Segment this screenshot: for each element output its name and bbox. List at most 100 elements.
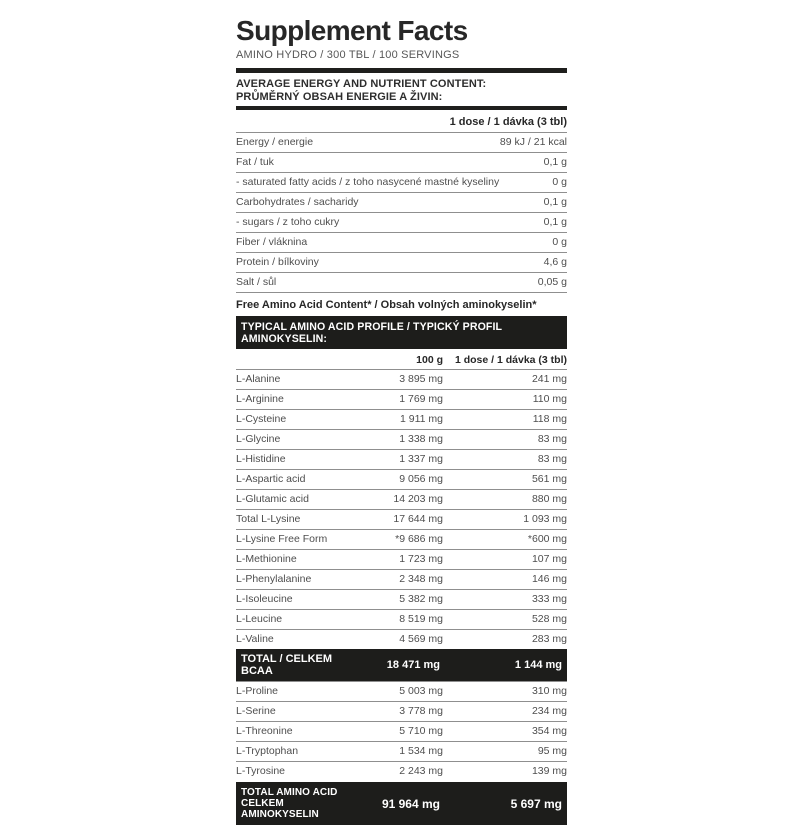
amino-name: L-Tryptophan (236, 745, 299, 758)
amino-per-dose: 241 mg (531, 373, 567, 386)
amino-per100g: 2 243 mg (399, 765, 443, 778)
amino-row: L-Isoleucine 5 382 mg 333 mg (236, 589, 567, 609)
amino-per-dose: 333 mg (531, 593, 567, 606)
amino-name: L-Threonine (236, 725, 293, 738)
amino-name: L-Valine (236, 633, 274, 646)
amino-per100g: 1 338 mg (399, 433, 443, 446)
amino-per100g: 4 569 mg (399, 633, 443, 646)
amino-per-dose: 561 mg (531, 473, 567, 486)
amino-per-dose: 95 mg (537, 745, 567, 758)
amino-name: L-Phenylalanine (236, 573, 312, 586)
amino-row: L-Glycine 1 338 mg 83 mg (236, 429, 567, 449)
amino-per100g: 5 003 mg (399, 685, 443, 698)
nutrient-value: 89 kJ / 21 kcal (499, 136, 567, 149)
amino-name-column-header (236, 354, 365, 366)
nutrient-table: Energy / energie 89 kJ / 21 kcal Fat / t… (236, 132, 567, 294)
amino-per-dose: 139 mg (531, 765, 567, 778)
nutrient-label: - saturated fatty acids / z toho nasycen… (236, 176, 500, 189)
section-header: AVERAGE ENERGY AND NUTRIENT CONTENT: PRŮ… (236, 78, 567, 103)
nutrient-label: Fiber / vláknina (236, 236, 308, 249)
amino-row: L-Phenylalanine 2 348 mg 146 mg (236, 569, 567, 589)
total-amino-per100g: 91 964 mg (381, 796, 440, 811)
amino-name: L-Tyrosine (236, 765, 286, 778)
nutrient-value: 0,05 g (537, 276, 567, 289)
amino-per100g: 9 056 mg (399, 473, 443, 486)
divider-thick-top (236, 68, 567, 74)
amino-row: L-Histidine 1 337 mg 83 mg (236, 449, 567, 469)
nutrient-label: Energy / energie (236, 136, 314, 149)
total-amino-per-dose: 5 697 mg (510, 796, 562, 811)
total-bcaa-bar: TOTAL / CELKEM BCAA 18 471 mg 1 144 mg (236, 649, 567, 682)
amino-per100g: 1 769 mg (399, 393, 443, 406)
amino-per-dose: *600 mg (527, 533, 567, 546)
amino-row: L-Aspartic acid 9 056 mg 561 mg (236, 469, 567, 489)
per100g-column-header: 100 g (416, 354, 443, 367)
nutrient-row: Protein / bílkoviny 4,6 g (236, 252, 567, 272)
dose-column-header: 1 dose / 1 dávka (3 tbl) (449, 116, 567, 129)
amino-per100g: 1 534 mg (399, 745, 443, 758)
amino-row: L-Serine 3 778 mg 234 mg (236, 701, 567, 721)
amino-row: L-Alanine 3 895 mg 241 mg (236, 369, 567, 389)
total-amino-label-en: TOTAL AMINO ACID (241, 787, 338, 799)
amino-per-dose: 107 mg (531, 553, 567, 566)
nutrient-row: Carbohydrates / sacharidy 0,1 g (236, 192, 567, 212)
nutrient-label: - sugars / z toho cukry (236, 216, 340, 229)
amino-row: L-Tryptophan 1 534 mg 95 mg (236, 741, 567, 761)
total-bcaa-per100g: 18 471 mg (386, 659, 440, 672)
amino-per100g: 5 710 mg (399, 725, 443, 738)
amino-name: L-Cysteine (236, 413, 287, 426)
amino-per100g: 5 382 mg (399, 593, 443, 606)
nutrient-value: 4,6 g (543, 256, 567, 269)
amino-row: L-Leucine 8 519 mg 528 mg (236, 609, 567, 629)
total-bcaa-label: TOTAL / CELKEM BCAA (241, 653, 333, 678)
amino-row: L-Tyrosine 2 243 mg 139 mg (236, 761, 567, 781)
amino-per100g: 3 895 mg (399, 373, 443, 386)
amino-acid-table: L-Alanine 3 895 mg 241 mg L-Arginine 1 7… (236, 369, 567, 649)
amino-row: L-Lysine Free Form *9 686 mg *600 mg (236, 529, 567, 549)
amino-row: L-Glutamic acid 14 203 mg 880 mg (236, 489, 567, 509)
nutrient-value: 0,1 g (543, 216, 567, 229)
amino-per100g: 14 203 mg (393, 493, 443, 506)
nutrient-label: Fat / tuk (236, 156, 274, 169)
amino-name: L-Isoleucine (236, 593, 293, 606)
amino-column-headers: 100 g 1 dose / 1 dávka (3 tbl) (236, 349, 567, 369)
amino-name: L-Alanine (236, 373, 281, 386)
nutrient-label: Protein / bílkoviny (236, 256, 319, 269)
amino-acid-table-2: L-Proline 5 003 mg 310 mg L-Serine 3 778… (236, 681, 567, 781)
amino-per-dose: 234 mg (531, 705, 567, 718)
total-amino-label-cz: CELKEM AMINOKYSELIN (241, 798, 319, 821)
amino-name: L-Histidine (236, 453, 286, 466)
amino-per-dose: 146 mg (531, 573, 567, 586)
divider-thick-mid (236, 106, 567, 111)
amino-per-dose: 283 mg (531, 633, 567, 646)
amino-per-dose: 880 mg (531, 493, 567, 506)
nutrient-row: Salt / sůl 0,05 g (236, 272, 567, 292)
amino-per-dose: 83 mg (537, 453, 567, 466)
amino-per100g: 17 644 mg (393, 513, 443, 526)
amino-row: L-Proline 5 003 mg 310 mg (236, 681, 567, 701)
amino-row: L-Valine 4 569 mg 283 mg (236, 629, 567, 649)
amino-per-dose: 354 mg (531, 725, 567, 738)
nutrient-row: Fiber / vláknina 0 g (236, 232, 567, 252)
amino-name: L-Proline (236, 685, 279, 698)
total-amino-acid-bar: TOTAL AMINO ACID CELKEM AMINOKYSELIN 91 … (236, 782, 567, 825)
amino-per100g: *9 686 mg (395, 533, 443, 546)
total-bcaa-per-dose: 1 144 mg (514, 659, 562, 672)
amino-name: L-Leucine (236, 613, 283, 626)
amino-profile-header-bar: TYPICAL AMINO ACID PROFILE / TYPICKÝ PRO… (236, 316, 567, 350)
amino-name: L-Glycine (236, 433, 281, 446)
amino-name: L-Aspartic acid (236, 473, 306, 486)
nutrient-value: 0 g (552, 176, 567, 189)
total-amino-label: TOTAL AMINO ACID CELKEM AMINOKYSELIN (241, 787, 357, 820)
nutrient-row: - sugars / z toho cukry 0,1 g (236, 212, 567, 232)
amino-row: L-Arginine 1 769 mg 110 mg (236, 389, 567, 409)
amino-per100g: 1 723 mg (399, 553, 443, 566)
nutrient-row: Fat / tuk 0,1 g (236, 152, 567, 172)
section-header-en: AVERAGE ENERGY AND NUTRIENT CONTENT: (236, 78, 487, 91)
amino-name: L-Lysine Free Form (236, 533, 328, 546)
section-header-cz: PRŮMĚRNÝ OBSAH ENERGIE A ŽIVIN: (236, 90, 443, 103)
nutrient-value: 0,1 g (543, 196, 567, 209)
amino-per100g: 3 778 mg (399, 705, 443, 718)
amino-per100g: 1 337 mg (399, 453, 443, 466)
nutrient-label: Carbohydrates / sacharidy (236, 196, 359, 209)
